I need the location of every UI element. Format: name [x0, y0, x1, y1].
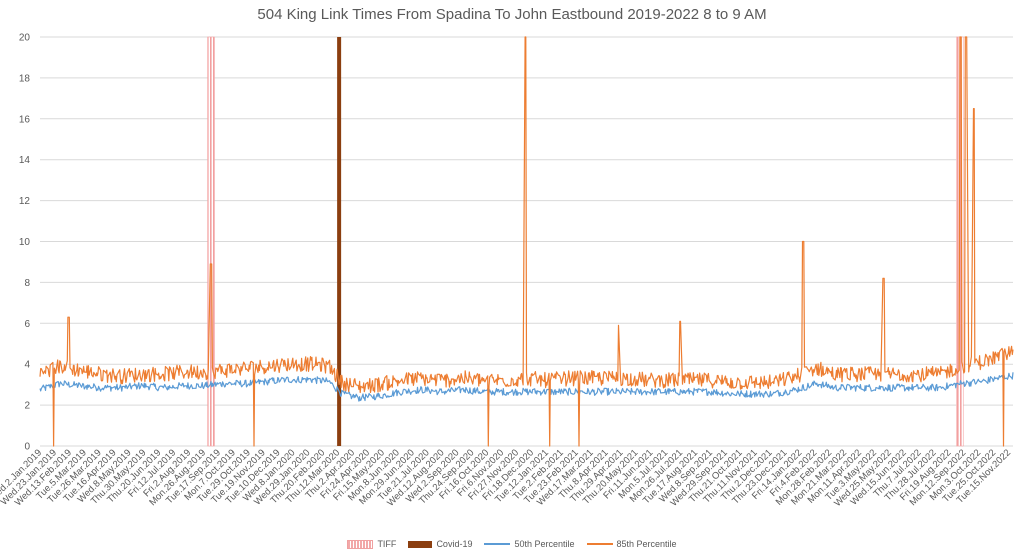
series-line-50th-percentile [39, 372, 1014, 402]
y-tick-label: 20 [19, 33, 31, 44]
series-line-85th-percentile [39, 36, 1014, 447]
legend-label: Covid-19 [436, 538, 473, 549]
y-tick-label: 10 [19, 237, 31, 248]
y-tick-label: 8 [24, 278, 30, 289]
y-tick-label: 6 [24, 319, 30, 330]
legend-label: 85th Percentile [616, 538, 677, 549]
legend-label: TIFF [377, 538, 397, 549]
legend-swatch [408, 540, 433, 548]
legend: TIFF Covid-19 50th Percentile 85th Percenti… [0, 538, 1024, 549]
y-tick-label: 18 [19, 73, 31, 84]
legend-swatch [484, 543, 511, 546]
y-tick-label: 4 [24, 360, 30, 371]
x-axis-ticks: Wed.2.Jan.2019Wed.23.Jan.2019Wed.13.Feb.… [0, 447, 1013, 509]
y-tick-label: 2 [24, 401, 30, 412]
covid-19-marker [337, 37, 342, 446]
legend-swatch [347, 539, 374, 549]
series-lines [39, 36, 1014, 447]
y-axis-ticks: 0 2 4 6 8 10 12 14 16 18 20 [19, 33, 31, 453]
y-tick-label: 0 [24, 442, 30, 453]
legend-item: 85th Percentile [586, 538, 677, 549]
y-tick-label: 16 [19, 114, 31, 125]
legend-label: 50th Percentile [514, 538, 575, 549]
legend-item: 50th Percentile [484, 538, 575, 549]
y-tick-label: 12 [19, 196, 31, 207]
legend-swatch [586, 543, 613, 546]
legend-item: TIFF [347, 539, 396, 549]
tiff-band [207, 36, 215, 447]
legend-item: Covid-19 [408, 539, 472, 549]
y-tick-label: 14 [19, 155, 31, 166]
chart-title: 504 King Link Times From Spadina To John… [257, 6, 767, 23]
